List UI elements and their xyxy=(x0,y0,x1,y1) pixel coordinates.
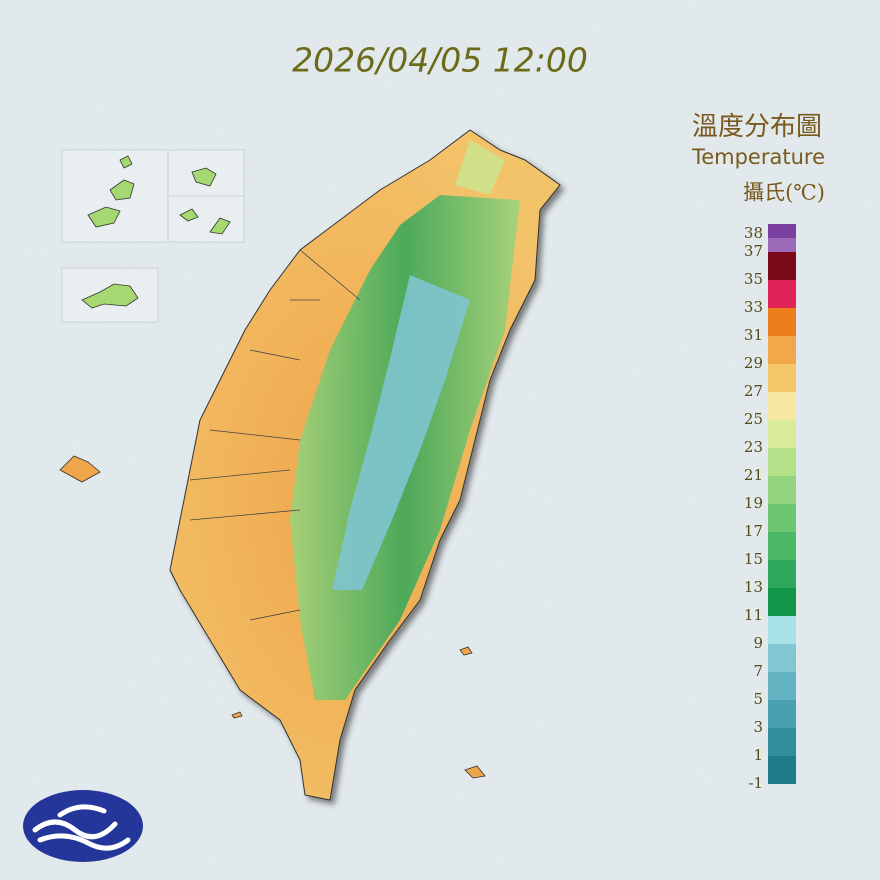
legend-label: 35 xyxy=(744,270,763,288)
color-swatch xyxy=(768,238,796,252)
legend-unit: 攝氏(℃) xyxy=(743,181,825,205)
logo xyxy=(23,790,143,862)
legend-label: 15 xyxy=(744,550,763,568)
legend-label: 3 xyxy=(753,718,763,736)
legend-label: 33 xyxy=(744,298,763,316)
color-swatch xyxy=(768,560,796,588)
legend-label: 27 xyxy=(744,382,763,400)
color-swatch xyxy=(768,700,796,728)
legend-label: 31 xyxy=(744,326,763,344)
color-swatch xyxy=(768,420,796,448)
color-swatch xyxy=(768,336,796,364)
color-swatch xyxy=(768,224,796,238)
color-swatch xyxy=(768,364,796,392)
color-swatch xyxy=(768,252,796,280)
legend: 溫度分布圖 Temperature 攝氏(℃) 3837353331292725… xyxy=(691,112,825,792)
legend-label: 13 xyxy=(744,578,763,596)
legend-subtitle: Temperature xyxy=(691,145,825,169)
legend-label: 23 xyxy=(744,438,763,456)
color-swatch xyxy=(768,616,796,644)
legend-label: -1 xyxy=(748,774,763,792)
color-swatch xyxy=(768,588,796,616)
color-swatch xyxy=(768,756,796,784)
legend-label: 37 xyxy=(744,242,763,260)
color-swatch xyxy=(768,532,796,560)
inset-islands xyxy=(61,149,245,323)
color-swatch xyxy=(768,308,796,336)
color-swatch xyxy=(768,280,796,308)
color-swatch xyxy=(768,392,796,420)
legend-label: 1 xyxy=(753,746,763,764)
legend-label: 29 xyxy=(744,354,763,372)
color-swatch xyxy=(768,476,796,504)
legend-label: 17 xyxy=(744,522,763,540)
legend-label: 21 xyxy=(744,466,763,484)
legend-label: 11 xyxy=(744,606,763,624)
timestamp: 2026/04/05 12:00 xyxy=(292,41,588,80)
color-swatch xyxy=(768,448,796,476)
temperature-zones xyxy=(59,140,520,779)
color-swatch xyxy=(768,504,796,532)
color-swatch xyxy=(768,728,796,756)
legend-label: 7 xyxy=(753,662,763,680)
legend-label: 19 xyxy=(744,494,763,512)
legend-label: 38 xyxy=(744,224,763,242)
color-swatch xyxy=(768,644,796,672)
color-swatch xyxy=(768,672,796,700)
legend-label: 25 xyxy=(744,410,763,428)
legend-label: 9 xyxy=(753,634,763,652)
legend-title: 溫度分布圖 xyxy=(692,112,822,142)
legend-label: 5 xyxy=(753,690,763,708)
